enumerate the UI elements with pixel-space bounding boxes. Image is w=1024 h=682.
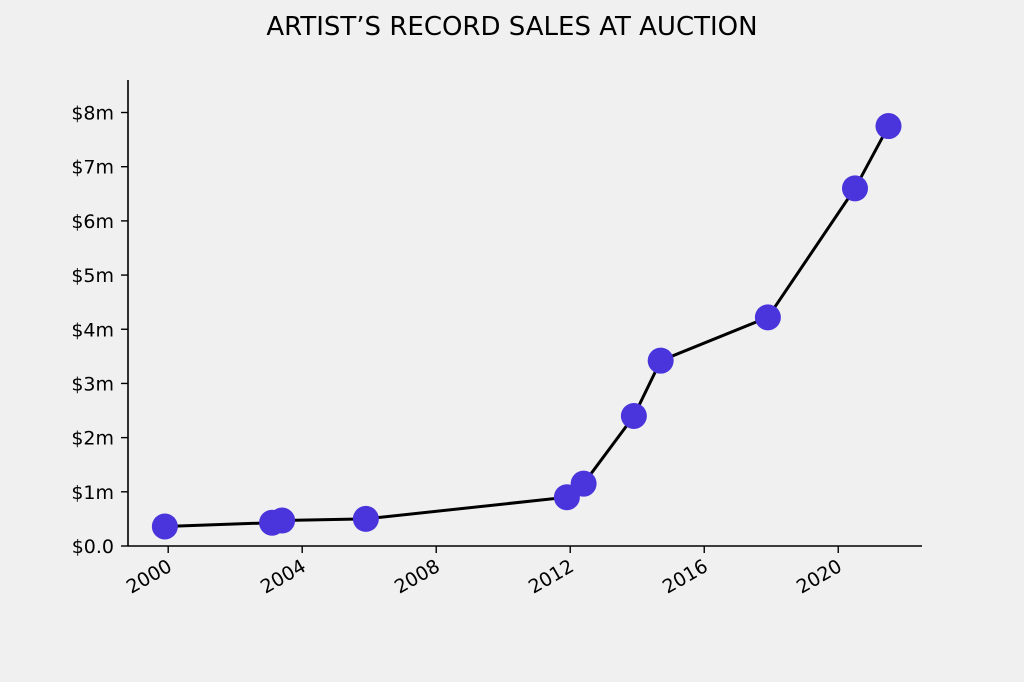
data-point [841,175,868,202]
data-point [875,113,902,140]
data-point [620,402,647,429]
series [151,113,902,540]
x-tick-label: 2012 [525,555,578,598]
data-point [754,304,781,331]
x-tick-label: 2008 [391,555,444,598]
data-point [352,505,379,532]
x-tick-label: 2020 [793,555,846,598]
data-point [151,513,178,540]
data-point [269,507,296,534]
y-tick-label: $0.0 [72,536,114,558]
series-line [164,125,890,528]
axes: $0.0 $1m $2m $3m $4m $5m $6m $7m $8m 2000 2004 2008… [71,80,922,599]
y-tick-label: $7m [71,157,114,179]
x-tick-label: 2004 [257,555,310,598]
y-tick-label: $2m [71,428,114,450]
x-tick-label: 2000 [123,555,176,598]
x-tick-label: 2016 [659,555,712,598]
y-tick-label: $5m [71,265,114,287]
y-tick-label: $6m [71,211,114,233]
chart-title: ARTIST’S RECORD SALES AT AUCTION [266,12,757,42]
y-tick-label: $3m [71,373,114,395]
y-tick-label: $1m [71,482,114,504]
data-point [647,347,674,374]
data-point [570,470,597,497]
y-tick-label: $8m [71,103,114,125]
y-tick-label: $4m [71,319,114,341]
